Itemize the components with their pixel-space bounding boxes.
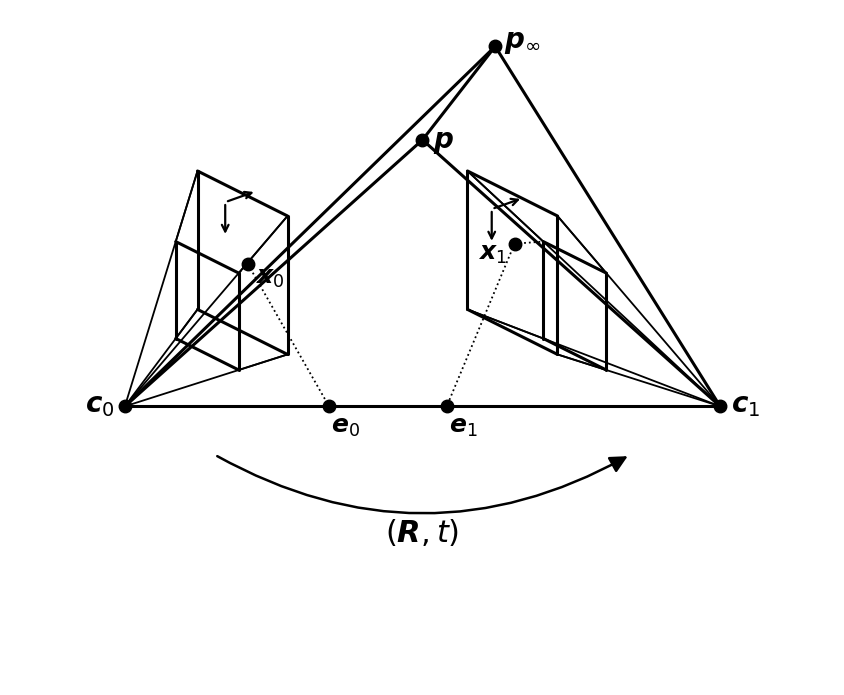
Text: $\boldsymbol{c}_1$: $\boldsymbol{c}_1$ <box>730 394 759 419</box>
FancyArrowPatch shape <box>217 456 625 514</box>
Text: $\boldsymbol{x}_1$: $\boldsymbol{x}_1$ <box>478 244 506 266</box>
Text: $\boldsymbol{p}_{\infty}$: $\boldsymbol{p}_{\infty}$ <box>504 30 540 56</box>
Text: $\boldsymbol{c}_0$: $\boldsymbol{c}_0$ <box>84 394 114 419</box>
Text: $(\boldsymbol{R},t)$: $(\boldsymbol{R},t)$ <box>385 517 459 548</box>
Text: $\boldsymbol{e}_1$: $\boldsymbol{e}_1$ <box>448 417 477 439</box>
Text: $\boldsymbol{x}_0$: $\boldsymbol{x}_0$ <box>255 268 284 290</box>
Text: $\boldsymbol{e}_0$: $\boldsymbol{e}_0$ <box>331 417 360 439</box>
Text: $\boldsymbol{p}$: $\boldsymbol{p}$ <box>432 130 453 156</box>
